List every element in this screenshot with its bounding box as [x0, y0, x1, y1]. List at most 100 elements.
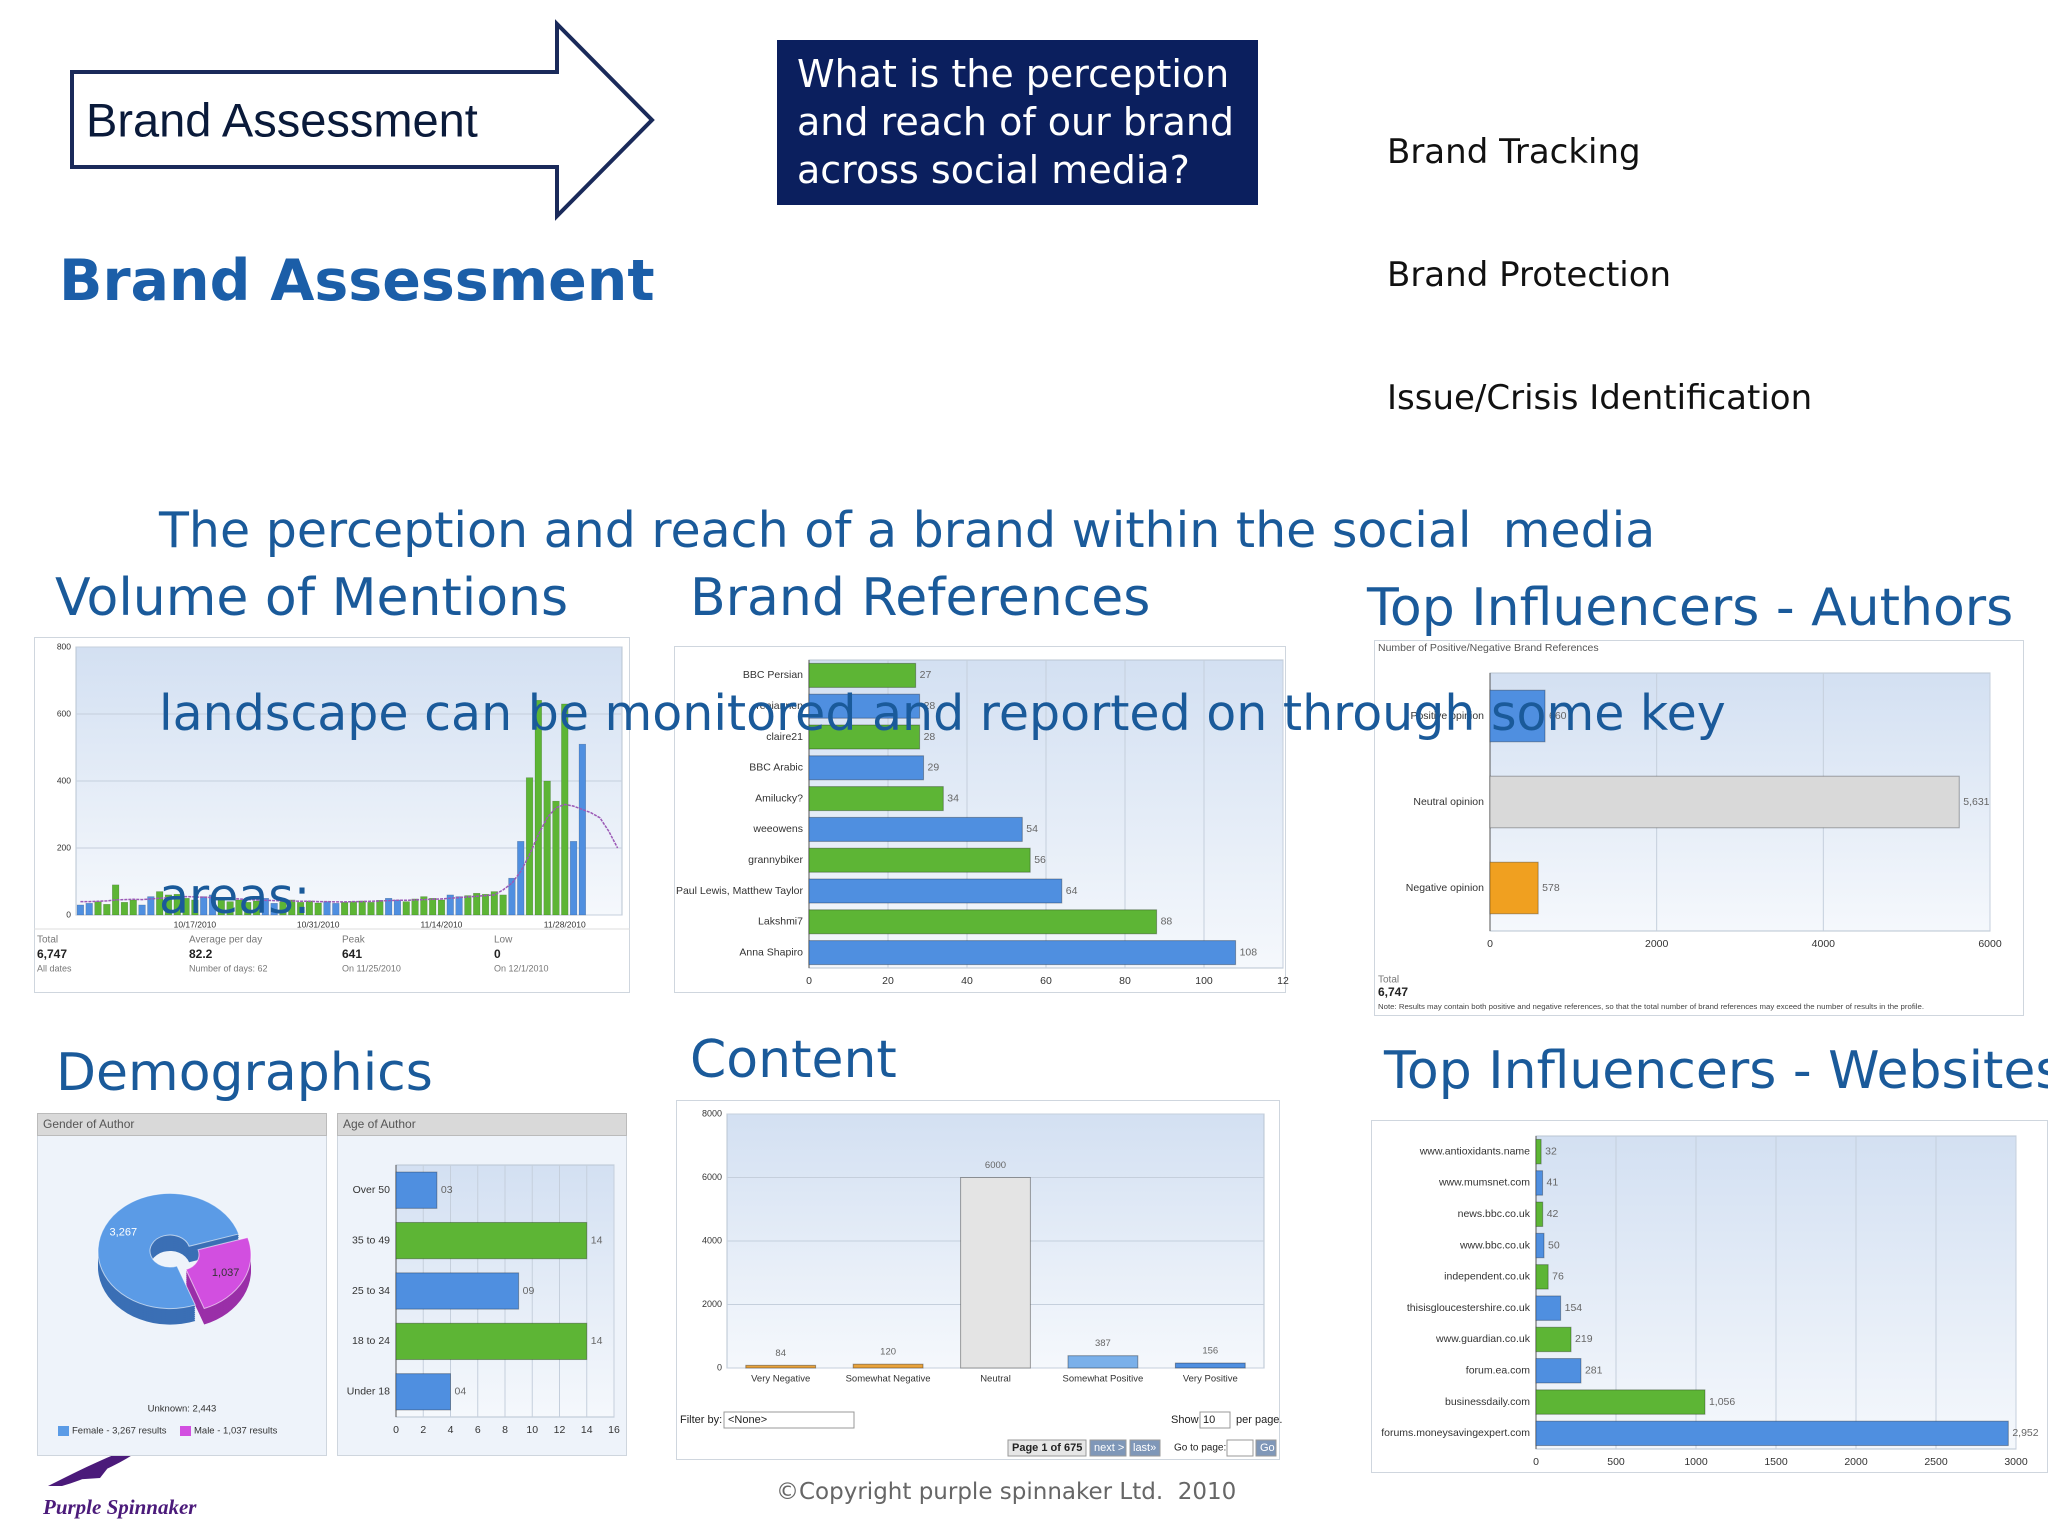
bar: [1067, 1355, 1139, 1369]
show-value[interactable]: 10: [1203, 1414, 1215, 1426]
value-label: 09: [523, 1285, 535, 1297]
value-label: 04: [455, 1386, 467, 1398]
x-tick-label: 12: [554, 1424, 566, 1436]
bar: [960, 1177, 1031, 1369]
bar: [200, 896, 208, 916]
chart: 0 2000 4000 6000 8000 84 Very Negative 120 Somew…: [676, 1100, 1282, 1460]
stat-note: On 12/1/2010: [494, 963, 549, 973]
x-tick-label: 0: [806, 975, 812, 987]
value-label: 03: [441, 1184, 453, 1196]
x-tick-label: 0: [1533, 1456, 1539, 1468]
category-label: www.mumsnet.com: [1438, 1177, 1530, 1189]
x-tick-label: 6: [475, 1424, 481, 1436]
value-label: 156: [1202, 1346, 1218, 1357]
use-item: Brand Tracking: [1387, 132, 1641, 172]
bar: [76, 904, 84, 916]
stat-value: 0: [494, 947, 501, 961]
bar: [252, 900, 261, 916]
value-label: 660: [1549, 710, 1567, 722]
bar: [376, 900, 384, 916]
category-label: forum.ea.com: [1466, 1365, 1530, 1377]
y-tick-label: 200: [57, 842, 71, 852]
category-label: thisisgloucestershire.co.uk: [1407, 1302, 1531, 1314]
y-tick-label: 800: [57, 641, 71, 651]
bar: [1489, 861, 1539, 915]
go-label[interactable]: Go: [1260, 1442, 1275, 1454]
bar: [191, 899, 199, 916]
value-label: 28: [924, 731, 936, 743]
slice-label: 3,267: [110, 1227, 138, 1239]
bar: [103, 904, 111, 916]
x-tick-label: 12: [1277, 975, 1289, 987]
show-select[interactable]: [1199, 1411, 1231, 1429]
value-label: 5,631: [1963, 796, 1989, 808]
x-tick-label: 4: [448, 1424, 454, 1436]
bar: [1535, 1138, 1542, 1165]
total-label: Total: [1378, 975, 1399, 986]
bar: [244, 902, 252, 916]
x-tick-label: 2000: [1844, 1456, 1868, 1468]
bar: [808, 755, 925, 781]
bar: [94, 901, 102, 916]
bar: [499, 894, 507, 916]
x-tick-label: 60: [1040, 975, 1052, 987]
category-label: 18 to 24: [352, 1335, 390, 1347]
goto-label: Go to page:: [1174, 1443, 1226, 1454]
category-label: www.antioxidants.name: [1419, 1145, 1530, 1157]
y-tick-label: 6000: [702, 1172, 722, 1182]
bar: [808, 724, 921, 750]
stat-note: On 11/25/2010: [342, 963, 401, 973]
value-label: 64: [1066, 885, 1078, 897]
value-label: 54: [1026, 823, 1038, 835]
bar: [1535, 1358, 1582, 1384]
x-tick-label: 8: [502, 1424, 508, 1436]
bar: [173, 893, 181, 916]
bar: [808, 816, 1023, 842]
category-label: claire21: [766, 731, 803, 743]
chart: 0 200 400 600 800 10/17/2010 10/31/2010 11/14/2…: [34, 637, 630, 993]
chart: Age of Author 0 2 4 6 8 10 12 14 16 Over 50 03 35 to…: [337, 1113, 627, 1456]
value-label: 42: [1547, 1208, 1559, 1220]
bar: [455, 896, 463, 916]
value-label: 14: [591, 1335, 603, 1347]
x-tick-label: 3000: [2004, 1456, 2028, 1468]
stat-value: 6,747: [37, 947, 67, 961]
intro: The perception and reach of a brand with…: [159, 378, 1726, 988]
per-page: per page.: [1236, 1414, 1282, 1426]
y-tick-label: 0: [66, 909, 71, 919]
category-label: BBC Persian: [743, 669, 803, 681]
go-button[interactable]: [1255, 1439, 1277, 1457]
bar: [552, 800, 560, 916]
bar: [208, 894, 217, 916]
panel-header: [337, 1113, 627, 1136]
goto-input[interactable]: [1226, 1439, 1254, 1457]
x-tick-label: 6000: [1978, 938, 2002, 950]
next-button[interactable]: [1089, 1439, 1127, 1457]
x-tick-label: 10/17/2010: [174, 919, 217, 929]
category-label: Somewhat Positive: [1063, 1374, 1144, 1385]
bar: [395, 1322, 588, 1361]
bar: [296, 902, 305, 916]
total-value: 6,747: [1378, 985, 1408, 999]
category-label: Neutral: [980, 1374, 1011, 1385]
bar: [402, 901, 410, 916]
x-tick-label: 4000: [1812, 938, 1836, 950]
value-label: 120: [880, 1347, 896, 1358]
bar: [226, 901, 234, 916]
last-label[interactable]: last»: [1133, 1442, 1156, 1454]
bar: [808, 847, 1031, 873]
next-label[interactable]: next >: [1094, 1442, 1124, 1454]
filter-select[interactable]: [723, 1411, 855, 1429]
header-arrow: [70, 19, 655, 221]
bar: [437, 899, 446, 916]
filter-value[interactable]: <None>: [728, 1414, 767, 1426]
bar: [429, 898, 437, 916]
y-tick-label: 2000: [702, 1299, 722, 1309]
chart: Gender of Author 3,267 1,037 Unknown: 2,443…: [37, 1113, 327, 1456]
category-label: weeowens: [752, 823, 803, 835]
bar: [508, 877, 516, 916]
bar: [569, 841, 578, 916]
last-button[interactable]: [1129, 1439, 1161, 1457]
